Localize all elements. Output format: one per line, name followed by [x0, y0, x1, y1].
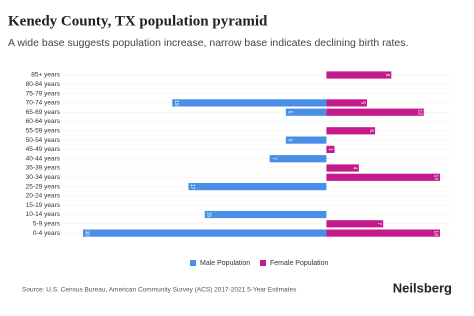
- bar: [285, 108, 327, 116]
- y-tick-label: 5-9 years: [33, 221, 61, 228]
- legend-label: Female Population: [270, 260, 328, 267]
- y-tick-label: 50-54 years: [26, 137, 61, 144]
- bar: [172, 99, 327, 107]
- y-tick-label: 15-19 years: [26, 202, 61, 209]
- bar: [204, 210, 327, 219]
- y-tick-label: 40-44 years: [26, 155, 61, 162]
- value-label: 17: [189, 184, 195, 190]
- y-tick-label: 70-74 years: [26, 100, 61, 107]
- y-tick-label: 20-24 years: [26, 193, 61, 200]
- bar: [326, 145, 335, 153]
- chart-subtitle: A wide base suggests population increase…: [8, 37, 408, 49]
- value-label: 5: [287, 111, 293, 114]
- y-tick-label: 65-69 years: [26, 109, 61, 116]
- value-label: 30: [84, 230, 90, 236]
- bar: [326, 173, 440, 181]
- value-label: 4: [352, 167, 358, 170]
- bar: [326, 220, 384, 228]
- bar: [326, 229, 440, 237]
- value-label: 12: [416, 109, 422, 115]
- value-label: 15: [205, 212, 211, 218]
- value-label: 14: [433, 175, 439, 181]
- y-tick-label: 10-14 years: [26, 211, 61, 218]
- y-tick-label: 25-29 years: [26, 183, 61, 190]
- value-label: 1: [327, 148, 333, 151]
- source: Source: U.S. Census Bureau, American Com…: [22, 287, 297, 294]
- y-tick-label: 80-84 years: [26, 81, 61, 88]
- bar: [326, 99, 367, 107]
- brand: Neilsberg: [393, 280, 452, 295]
- bar: [326, 164, 359, 172]
- y-tick-label: 35-39 years: [26, 165, 61, 172]
- chart-title: Kenedy County, TX population pyramid: [8, 13, 268, 29]
- legend-label: Male Population: [200, 260, 250, 267]
- bar: [326, 127, 376, 135]
- value-label: 8: [384, 74, 390, 77]
- bar: [326, 108, 424, 116]
- y-tick-label: 30-34 years: [26, 174, 61, 181]
- y-tick-label: 75-79 years: [26, 90, 61, 97]
- value-label: 5: [287, 139, 293, 142]
- y-tick-label: 55-59 years: [26, 128, 61, 135]
- y-tick-label: 85+ years: [31, 72, 60, 79]
- value-label: 14: [433, 230, 439, 236]
- value-label: 5: [360, 102, 366, 105]
- bar: [285, 136, 327, 144]
- bar: [83, 229, 327, 237]
- y-tick-label: 0-4 years: [33, 230, 61, 237]
- bar: [269, 155, 327, 163]
- y-tick-label: 45-49 years: [26, 146, 61, 153]
- value-label: 19: [173, 100, 179, 106]
- value-label: 7: [376, 222, 382, 225]
- value-label: 7: [270, 157, 276, 160]
- legend-swatch: [260, 260, 266, 266]
- y-tick-label: 60-64 years: [26, 118, 61, 125]
- legend-swatch: [190, 260, 196, 266]
- bar: [188, 183, 327, 191]
- bar: [326, 71, 392, 79]
- value-label: 6: [368, 129, 374, 132]
